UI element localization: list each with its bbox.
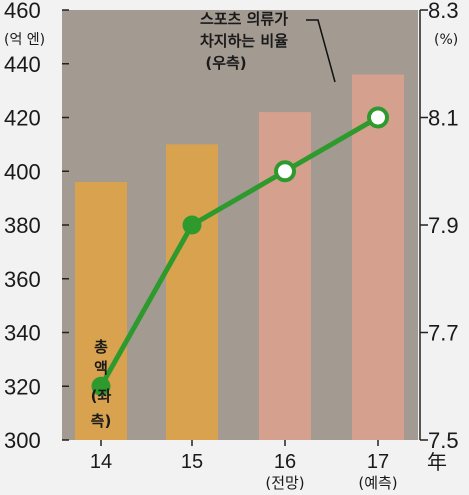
- bar-series: [75, 74, 404, 440]
- line-point-hollow: [367, 106, 389, 129]
- bar-label-char-4: 측): [91, 412, 112, 430]
- line-point: [182, 215, 202, 235]
- bar: [166, 144, 218, 440]
- annotation-line-2: 차지하는 비율: [200, 32, 288, 50]
- x-tick-sublabel: (예측): [358, 474, 397, 492]
- right-tick-label: 7.7: [428, 321, 459, 346]
- x-tick-label: 15: [181, 451, 203, 473]
- left-tick-label: 340: [4, 321, 41, 346]
- bar: [352, 74, 404, 440]
- bar-series-label: 총 액 (좌 측): [91, 338, 112, 430]
- right-tick-label: 7.9: [428, 213, 459, 238]
- annotation-line-1: 스포츠 의류가: [200, 10, 288, 28]
- left-tick-label: 300: [4, 428, 41, 453]
- left-tick-label: 320: [4, 374, 41, 399]
- left-axis: 300 320 340 360 380 400 420 440 460: [4, 0, 69, 453]
- left-tick-label: 460: [4, 0, 41, 23]
- x-tick-label: 14: [90, 451, 112, 473]
- right-axis-unit: (%): [434, 32, 458, 48]
- bar: [75, 182, 127, 440]
- left-tick-label: 380: [4, 213, 41, 238]
- left-tick-label: 400: [4, 159, 41, 184]
- bar-label-char-1: 총: [94, 338, 108, 356]
- x-tick-label: 17: [367, 451, 389, 473]
- annotation-leader: [306, 19, 336, 83]
- right-tick-label: 7.5: [428, 428, 459, 453]
- x-tick-sublabel: (전망): [265, 474, 304, 492]
- line-series: [91, 106, 389, 396]
- left-tick-label: 420: [4, 106, 41, 131]
- bar-label-char-3: (좌: [91, 387, 112, 405]
- series-line: [98, 115, 380, 388]
- left-tick-label: 440: [4, 52, 41, 77]
- bar-label-char-2: 액: [94, 359, 108, 377]
- left-tick-label: 360: [4, 267, 41, 292]
- line-point-hollow: [274, 160, 296, 183]
- x-tick-label: 16: [274, 451, 296, 473]
- annotation-line-3: (우측): [205, 54, 246, 72]
- left-axis-unit: (억 엔): [4, 32, 45, 48]
- right-tick-label: 8.1: [428, 106, 459, 131]
- right-axis: 7.5 7.7 7.9 8.1 8.3: [419, 0, 459, 453]
- right-tick-label: 8.3: [428, 0, 459, 23]
- line-point: [91, 376, 111, 396]
- x-axis: 14 15 16(전망) 17(예측): [90, 440, 398, 492]
- line-annotation: 스포츠 의류가 차지하는 비율 (우측): [200, 10, 336, 83]
- x-axis-unit: 年: [427, 451, 447, 474]
